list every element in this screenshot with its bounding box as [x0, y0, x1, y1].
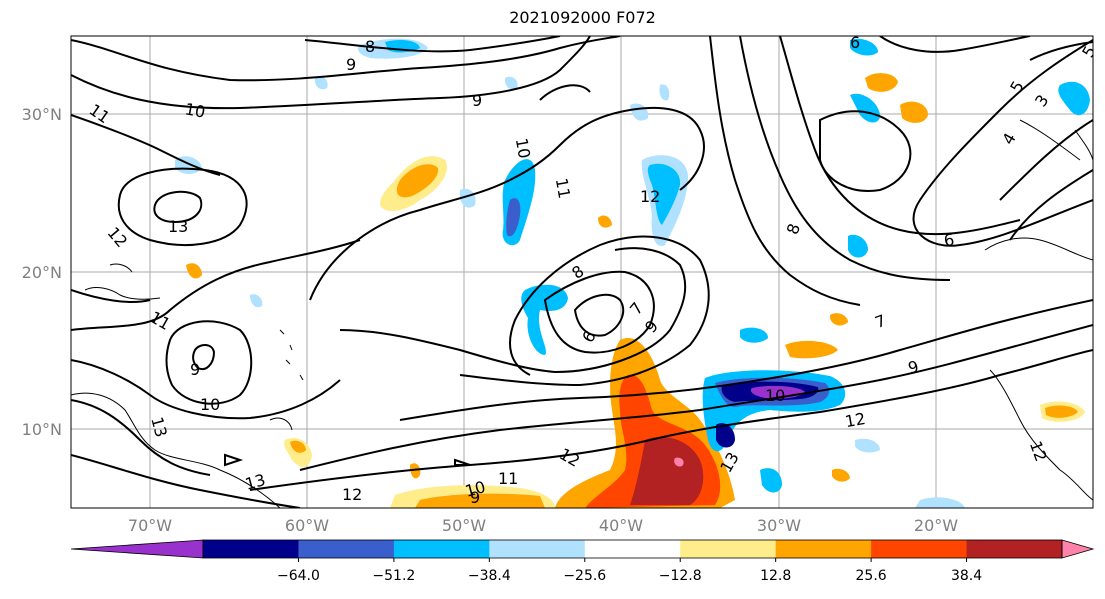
- colorbar-outline: [202, 539, 1063, 559]
- colorbar-tick-label: 25.6: [856, 568, 887, 584]
- colorbar-tick-label: −64.0: [277, 568, 320, 584]
- colorbar-segment: [298, 540, 395, 558]
- colorbar-tick-label: −12.8: [659, 568, 702, 584]
- colorbar-tick-label: 12.8: [760, 568, 791, 584]
- colorbar-segment: [680, 540, 777, 558]
- gridlines: [71, 36, 1093, 508]
- colorbar-extend-low: [70, 539, 204, 559]
- contour-label: 10: [463, 477, 488, 501]
- contour-label: 11: [552, 177, 574, 200]
- contour-label: 10: [765, 386, 785, 405]
- contour-label: 12: [640, 187, 660, 206]
- lon-label-20w: 20°W: [914, 516, 958, 535]
- lat-label-20n: 20°N: [22, 263, 62, 282]
- contour-label: 10: [183, 99, 206, 121]
- contour-lines: [71, 36, 1093, 508]
- contour-label: 13: [168, 217, 188, 236]
- colorbar-tick-label: −38.4: [468, 568, 511, 584]
- coastlines: [71, 119, 1093, 508]
- contour-label: 13: [147, 415, 171, 440]
- contour-label: 9: [472, 91, 482, 110]
- contour-label: 13: [243, 470, 268, 494]
- colorbar-segment: [966, 540, 1063, 558]
- colorbar-segment: [775, 540, 872, 558]
- lon-label-70w: 70°W: [128, 516, 172, 535]
- lon-label-30w: 30°W: [757, 516, 801, 535]
- lat-label-30n: 30°N: [22, 105, 62, 124]
- colorbar: −64.0 −51.2 −38.4 −25.6 −12.8 12.8 25.6 38.4: [70, 539, 1095, 584]
- contour-label: 12: [844, 409, 867, 431]
- contour-label: 9: [346, 55, 356, 74]
- colorbar-segment: [871, 540, 968, 558]
- lon-label-50w: 50°W: [442, 516, 486, 535]
- contour-label: 9: [470, 488, 480, 507]
- colorbar-segment: [489, 540, 586, 558]
- colorbar-segment: [584, 540, 681, 558]
- colorbar-segment: [393, 540, 490, 558]
- contour-label: 6: [942, 230, 955, 250]
- colorbar-tick-label: −25.6: [563, 568, 606, 584]
- latitude-labels: 30°N 20°N 10°N: [22, 105, 62, 439]
- colorbar-tick-label: 38.4: [951, 568, 982, 584]
- contour-label: 10: [512, 137, 534, 160]
- shaded-fields: [175, 38, 1090, 508]
- lat-label-10n: 10°N: [22, 420, 62, 439]
- lon-label-40w: 40°W: [599, 516, 643, 535]
- contour-label: 8: [365, 37, 375, 56]
- map-frame: [70, 35, 1094, 509]
- map-title: 2021092000 F072: [509, 8, 656, 27]
- longitude-labels: 70°W 60°W 50°W 40°W 30°W 20°W: [128, 516, 958, 535]
- colorbar-segment: [203, 540, 299, 558]
- contour-label: 12: [342, 485, 362, 504]
- contour-label: 9: [906, 357, 921, 378]
- contour-label: 9: [190, 360, 200, 379]
- lon-label-60w: 60°W: [285, 516, 329, 535]
- contour-label: 10: [200, 395, 220, 414]
- colorbar-tick-label: −51.2: [372, 568, 415, 584]
- contour-label: 6: [850, 33, 860, 52]
- colorbar-extend-high: [1061, 539, 1095, 559]
- contour-label: 11: [498, 469, 518, 488]
